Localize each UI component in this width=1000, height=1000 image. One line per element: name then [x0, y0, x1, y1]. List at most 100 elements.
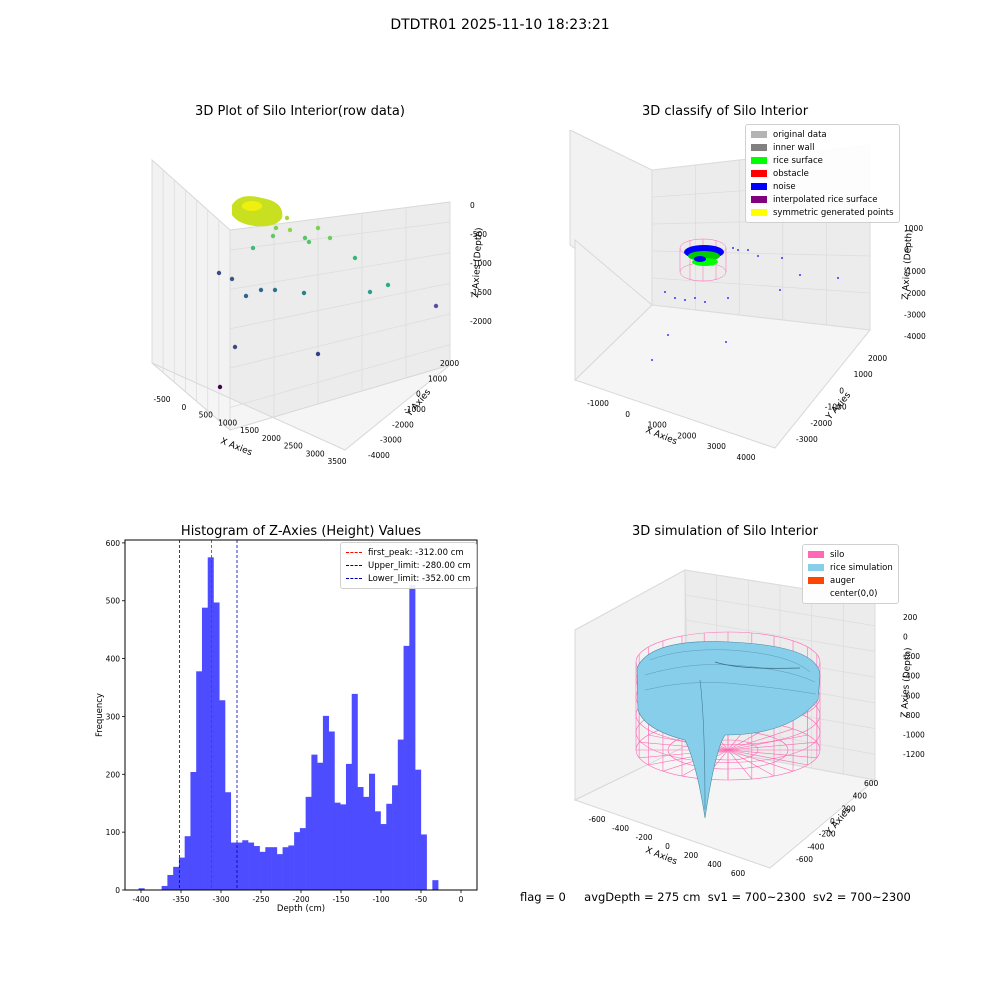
legend-swatch	[751, 183, 767, 190]
histogram-bars	[138, 557, 439, 890]
panel-2-y-tick-label: 2000	[868, 354, 887, 363]
panel-1-point	[433, 303, 439, 309]
legend-swatch	[346, 552, 362, 553]
legend-label: Lower_limit: -352.00 cm	[368, 573, 471, 584]
legend-entry: rice surface	[751, 154, 894, 167]
histogram-bar	[322, 715, 329, 890]
status-avg-depth: avgDepth = 275 cm	[584, 890, 701, 904]
panel-1-x-tick-label: 2500	[284, 442, 303, 451]
panel-4-y-ticks: 600 400 200 0 -200 -400 -600	[796, 779, 879, 864]
panel-2-noise-point	[747, 249, 749, 251]
legend-label: original data	[773, 129, 827, 140]
panel-2-z-tick-label: 1000	[904, 224, 923, 233]
histogram-bar	[369, 773, 376, 890]
panel-4-z-tick-label: -400	[903, 672, 920, 681]
panel-1-y-tick-label: 0	[416, 390, 421, 399]
panel-1-y-tick-label: -2000	[392, 420, 414, 429]
legend-entry: silo	[808, 548, 893, 561]
histogram-x-tick-label: -350	[172, 895, 189, 904]
panel-1-points	[216, 196, 439, 390]
panel-2-z-ticks: 1000 0 -1000 -2000 -3000 -4000	[904, 224, 926, 341]
legend-swatch	[808, 551, 824, 558]
panel-2-y-tick-label: 0	[839, 386, 844, 395]
panel-1-z-tick-label: 0	[470, 201, 475, 210]
panel-2-noise-point	[694, 297, 696, 299]
legend-entry: first_peak: -312.00 cm	[346, 546, 471, 559]
panel-1-point	[287, 227, 293, 233]
legend-swatch	[751, 131, 767, 138]
histogram-bar	[409, 585, 416, 890]
histogram-bar	[403, 645, 410, 890]
panel-1-point	[327, 235, 333, 241]
panel-2-x-tick-label: 4000	[736, 453, 755, 462]
panel-1-y-tick-label: -1000	[404, 405, 426, 414]
histogram-bar	[271, 847, 278, 890]
panel-1-x-tick-label: 3000	[306, 449, 325, 458]
panel-2-y-tick-label: -3000	[796, 435, 818, 444]
histogram-x-ticks: -400 -350 -300 -250 -200 -150 -100 -50 0	[132, 890, 464, 904]
panel-1-y-ticks: 2000 1000 0 -1000 -2000 -3000 -4000	[368, 359, 459, 460]
histogram-bar	[392, 785, 399, 890]
panel-1-point	[306, 239, 312, 245]
legend-swatch	[808, 577, 824, 584]
panel-4-x-tick-label: 600	[731, 869, 746, 878]
panel-2-z-tick-label: -2000	[904, 289, 926, 298]
histogram-bar	[282, 847, 289, 890]
histogram-bar	[138, 888, 145, 890]
panel-2-surface-points	[684, 245, 724, 266]
legend-swatch	[751, 196, 767, 203]
panel-2-noise-point	[781, 257, 783, 259]
legend-label: symmetric generated points	[773, 207, 894, 218]
histogram-x-tick-label: 0	[459, 895, 464, 904]
histogram-bar	[219, 700, 226, 890]
legend-entry: interpolated rice surface	[751, 193, 894, 206]
legend-label: obstacle	[773, 168, 809, 179]
panel-1-title: 3D Plot of Silo Interior(row data)	[195, 104, 405, 119]
panel-4-z-ticks: 200 0 -200 -400 -600 -800 -1000 -1200	[903, 613, 925, 759]
panel-1-y-tick-label: -3000	[380, 436, 402, 445]
histogram-bar	[253, 846, 260, 890]
panel-1-x-tick-label: 500	[199, 411, 214, 420]
panel-2-noise-point	[704, 301, 706, 303]
panel-2-noise-points	[651, 247, 839, 361]
histogram-legend: first_peak: -312.00 cm Upper_limit: -280.…	[340, 542, 477, 589]
legend-label: auger	[830, 575, 855, 586]
histogram-bar	[242, 840, 249, 890]
panel-4-x-tick-label: 400	[707, 860, 722, 869]
panel-2-z-tick-label: -1000	[904, 267, 926, 276]
legend-entry: Upper_limit: -280.00 cm	[346, 559, 471, 572]
histogram-reference-lines	[178, 540, 238, 890]
histogram-bar	[236, 842, 243, 890]
histogram-bar	[230, 842, 237, 890]
panel-2-noise-point	[837, 277, 839, 279]
histogram-bar	[225, 792, 232, 890]
legend-entry: original data	[751, 128, 894, 141]
histogram-y-tick-label: 600	[106, 539, 121, 548]
legend-swatch	[751, 170, 767, 177]
histogram-bar	[305, 796, 312, 890]
panel-4-plot: -600 -400 -200 0 200 400 600 600 400 200 0 -200 -40…	[573, 569, 925, 878]
status-sv1: sv1 = 700~2300	[707, 890, 806, 904]
legend-label: silo	[830, 549, 845, 560]
panel-1-point	[385, 282, 391, 288]
panel-1-x-tick-label: 0	[181, 403, 186, 412]
panel-1-point	[273, 225, 279, 231]
panel-2-x-ticks: -1000 0 1000 2000 3000 4000	[587, 399, 756, 462]
panel-4-z-tick-label: -600	[903, 691, 920, 700]
panel-1-z-tick-label: -2000	[470, 317, 492, 326]
histogram-frame	[124, 539, 478, 891]
panel-2-noise-point	[684, 299, 686, 301]
legend-entry: center(0,0)	[808, 587, 893, 600]
panel-1-xlabel: X Axies	[219, 437, 254, 459]
legend-entry: noise	[751, 180, 894, 193]
panel-2-y-tick-label: 1000	[854, 370, 873, 379]
panel-1-zlabel: Z Axies (Depth)	[471, 227, 485, 298]
panel-1-point	[250, 245, 256, 251]
panel-4-x-tick-label: -400	[612, 824, 629, 833]
panel-2-noise-point	[667, 334, 669, 336]
panel-4-x-ticks: -600 -400 -200 0 200 400 600	[588, 815, 745, 878]
panel-2-noise-point	[732, 247, 734, 249]
status-sv2: sv2 = 700~2300	[812, 890, 911, 904]
panel-2-noise-point	[664, 291, 666, 293]
histogram-bar	[397, 739, 404, 890]
